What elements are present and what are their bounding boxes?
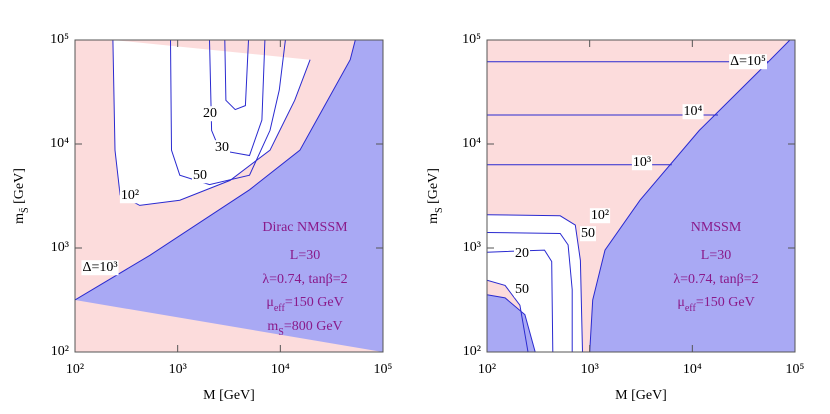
annotation: L=30 [701,248,731,263]
y-tick-label: 10² [51,344,69,359]
contour-label: 10² [591,208,609,223]
x-axis-label: M [GeV] [615,388,667,403]
y-tick-label: 10⁴ [50,136,69,151]
x-tick-label: 10⁴ [683,362,702,377]
contour-line [224,40,249,111]
text-part: λ=0.74, tanβ=2 [262,272,347,287]
text-part: =150 GeV [285,295,344,310]
contour-line [487,232,573,352]
label-box [580,226,596,242]
text-part: λ=0.74, tanβ=2 [673,272,758,287]
text-part: m [426,213,441,224]
text-part: L=30 [290,248,320,263]
plot-area [75,40,383,352]
x-tick-label: 10² [66,362,84,377]
y-axis-label: mS [GeV] [426,168,445,224]
label-box [729,54,768,70]
contour-label: 20 [203,106,217,121]
contour-label: Δ=10³ [82,260,117,275]
annotation: mS=800 GeV [267,319,342,338]
annotation: μeff=150 GeV [677,295,754,314]
label-box [192,168,208,184]
label-box [682,104,704,120]
text-part: [GeV] [12,168,27,207]
subscript: eff [685,303,697,314]
frame [74,39,384,353]
text-part: L=30 [701,248,731,263]
y-tick-label: 10⁴ [462,136,481,151]
contour-label: Δ=10⁵ [730,54,766,69]
text-part: =150 GeV [696,295,755,310]
contour-line [487,214,583,352]
contour-line [112,40,311,206]
subscript: S [434,207,445,213]
x-tick-label: 10⁴ [271,362,290,377]
contour-label: 10² [121,188,139,203]
text-part: [GeV] [426,168,441,207]
frame [486,39,796,353]
subscript: S [278,327,284,338]
y-axis-label: mS̃ [GeV] [12,168,31,224]
y-tick-label: 10⁵ [462,32,481,47]
label-box [514,282,530,298]
text-part: Dirac NMSSM [262,220,348,235]
label-box [202,106,218,122]
annotation: λ=0.74, tanβ=2 [262,272,347,287]
x-tick-label: 10³ [169,362,187,377]
label-box [514,246,530,262]
boundary-line [487,294,536,352]
plot-area [487,40,795,352]
contour-label: 50 [581,226,595,241]
annotation: λ=0.74, tanβ=2 [673,272,758,287]
y-tick-label: 10⁵ [50,32,69,47]
annotation: NMSSM [691,220,742,235]
label-box [81,260,119,276]
contour-label: 10⁴ [684,104,703,119]
contour-line [487,279,529,352]
annotation: L=30 [290,248,320,263]
label-box [119,188,141,204]
text-part: m [12,213,27,224]
y-tick-label: 10² [463,344,481,359]
x-tick-label: 10⁵ [374,362,393,377]
contour-label: 10³ [633,155,651,170]
label-box [214,140,230,156]
text-part: μ [677,295,685,310]
contour-line [170,40,286,186]
text-part: μ [266,295,274,310]
contour-label: 50 [515,282,529,297]
label-box [589,208,611,224]
x-tick-label: 10⁵ [786,362,805,377]
boundary-line [75,40,356,301]
excluded-region [75,40,383,352]
y-tick-label: 10³ [51,240,69,255]
subscript: eff [274,303,286,314]
x-tick-label: 10² [478,362,496,377]
text-part: m [267,319,278,334]
label-box [631,155,653,171]
excluded-region [487,294,536,352]
text-part: =800 GeV [284,319,343,334]
x-axis-label: M [GeV] [203,388,255,403]
x-tick-label: 10³ [581,362,599,377]
contour-label: 50 [193,168,207,183]
excluded-region [589,40,795,352]
y-tick-label: 10³ [463,240,481,255]
annotation: μeff=150 GeV [266,295,343,314]
contour-label: 30 [215,140,229,155]
boundary-line [589,40,791,352]
subscript: S̃ [18,207,31,213]
annotation: Dirac NMSSM [262,220,348,235]
text-part: NMSSM [691,220,742,235]
contour-label: 20 [515,246,529,261]
